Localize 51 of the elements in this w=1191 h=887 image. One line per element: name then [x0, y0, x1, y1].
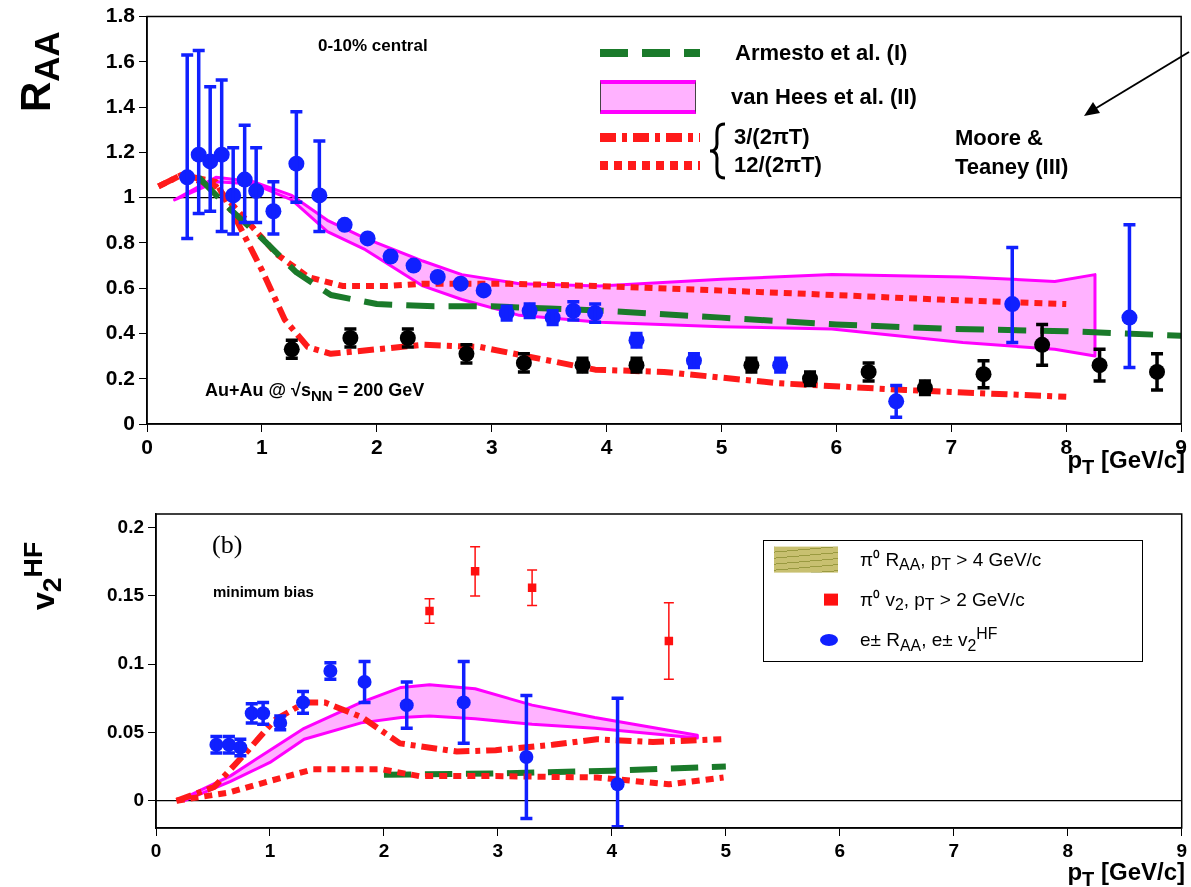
y-tick-label: 0: [123, 410, 135, 434]
x-tick-label: 2: [370, 435, 383, 459]
y-tick-label: 0.15: [107, 584, 145, 606]
x-tick-label: 6: [830, 435, 843, 459]
x-tick-label: 8: [1062, 839, 1074, 861]
y-tick-label: 1.8: [105, 3, 136, 27]
point: [429, 268, 446, 285]
point: [382, 248, 399, 265]
x-tick-label: 6: [834, 839, 846, 861]
annotation: 0-10% central: [318, 36, 428, 56]
x-tick-label: 9: [1176, 839, 1188, 861]
point: [405, 257, 422, 274]
y-tick-label: 1: [123, 184, 136, 208]
legend-label: Armesto et al. (I): [735, 40, 908, 66]
x-tick-label: 0: [150, 839, 162, 861]
x-tick-label: 1: [264, 839, 276, 861]
y-tick-label: 1.4: [105, 93, 136, 117]
legend-label: van Hees et al. (II): [731, 84, 917, 110]
y-tick-label: 0: [133, 788, 144, 810]
legend-label: π⁰ v$_{2}$, p$_{T}$ > 2 GeV/c: [860, 587, 1025, 615]
x-tick-label: 2: [378, 839, 390, 861]
x-tick-label: 7: [945, 435, 958, 459]
x-tick-label: 5: [715, 435, 728, 459]
y-tick-label: 1.6: [105, 48, 135, 72]
y-tick-label: 0.2: [117, 515, 144, 537]
annotation: (b): [212, 530, 243, 560]
y-tick-label: 0.4: [105, 320, 136, 344]
point: [475, 282, 492, 299]
x-tick-label: 4: [600, 435, 613, 459]
y-tick-label: 0.2: [105, 365, 135, 389]
y-tick-label: 0.1: [117, 652, 145, 674]
y-tick-label: 1.2: [105, 139, 135, 163]
x-tick-label: 3: [492, 839, 504, 861]
y-tick-label: 0.8: [105, 229, 136, 253]
annotation: Moore & Teaney (III): [955, 124, 1070, 181]
annotation: minimum bias: [213, 583, 314, 600]
legend-label: π⁰ R$_{AA}$, p$_{T}$ > 4 GeV/c: [860, 547, 1042, 575]
x-tick-label: 5: [720, 839, 732, 861]
x-tick-label: 7: [948, 839, 960, 861]
legend-label: 12/(2πT): [734, 152, 822, 178]
legend-label: 3/(2πT): [734, 124, 810, 150]
x-axis-title: p$_{T}$ [GeV/c]: [1067, 858, 1185, 887]
x-tick-label: 4: [606, 839, 618, 861]
point: [359, 230, 376, 247]
point: [452, 275, 469, 292]
annotation: Au+Au @ √s$_{NN}$ = 200 GeV: [205, 380, 425, 404]
x-tick-label: 3: [485, 435, 498, 459]
point: [336, 216, 353, 233]
y-tick-label: 0.6: [105, 275, 135, 298]
x-tick-label: 1: [256, 435, 269, 459]
y-tick-label: 0.05: [107, 720, 145, 742]
